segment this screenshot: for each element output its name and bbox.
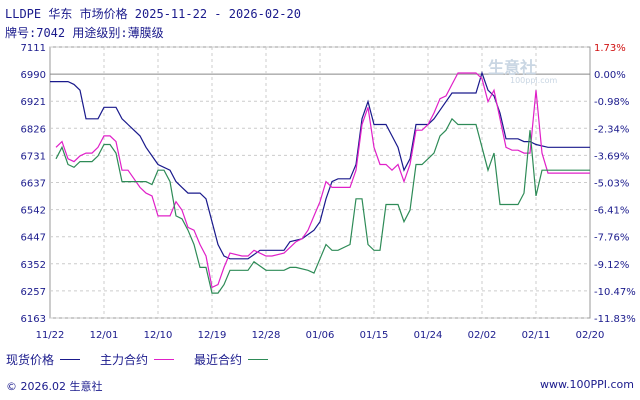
y2-tick-label: 0.00% — [594, 70, 626, 81]
legend-swatch-spot — [60, 359, 81, 360]
legend-label-spot: 现货价格 — [6, 353, 55, 367]
legend-label-recent: 最近合约 — [194, 353, 243, 367]
legend-item-main: 主力合约 — [100, 351, 175, 368]
x-tick-label: 12/19 — [198, 330, 227, 341]
legend-swatch-main — [154, 359, 175, 360]
y-tick-label: 7111 — [21, 43, 46, 54]
x-tick-label: 12/01 — [90, 330, 119, 341]
y2-tick-label: -9.12% — [594, 260, 629, 271]
x-tick-label: 02/20 — [576, 330, 605, 341]
chart-title: LLDPE 华东 市场价格 2025-11-22 - 2026-02-20 — [5, 7, 301, 21]
y-tick-label: 6447 — [21, 233, 46, 244]
y-tick-label: 6352 — [21, 260, 46, 271]
x-tick-label: 01/24 — [414, 330, 443, 341]
y2-tick-label: -10.47% — [594, 287, 636, 298]
series-line-spot — [50, 71, 590, 260]
y-tick-label: 6921 — [21, 97, 46, 108]
x-tick-label: 02/11 — [522, 330, 551, 341]
y2-tick-label: -7.76% — [594, 233, 629, 244]
y2-tick-label: -2.34% — [594, 124, 629, 135]
watermark-url: 100ppi.com — [510, 76, 558, 85]
y-tick-label: 6826 — [21, 124, 46, 135]
series-line-main — [55, 72, 590, 289]
y2-tick-label: -11.83% — [594, 314, 636, 325]
watermark-logo: 生意社 100ppi.com — [488, 54, 557, 85]
x-tick-label: 01/15 — [360, 330, 389, 341]
watermark-text: 生意社 — [488, 58, 537, 77]
legend-item-recent: 最近合约 — [194, 351, 269, 368]
y-tick-label: 6731 — [21, 151, 46, 162]
y2-tick-label: -6.41% — [594, 206, 629, 217]
x-tick-label: 11/22 — [36, 330, 65, 341]
series-line-recent — [55, 117, 590, 294]
y2-tick-label: -0.98% — [594, 97, 629, 108]
chart-subtitle: 牌号:7042 用途级别:薄膜级 — [5, 26, 164, 40]
footer-site-link[interactable]: www.100PPI.com — [540, 378, 634, 391]
footer-copyright: © 2026.02 生意社 — [6, 380, 103, 393]
legend-item-spot: 现货价格 — [6, 351, 81, 368]
legend-swatch-recent — [248, 359, 269, 360]
y-tick-label: 6637 — [21, 179, 46, 190]
legend-label-main: 主力合约 — [100, 353, 149, 367]
y-tick-label: 6257 — [21, 287, 46, 298]
y-tick-label: 6163 — [21, 314, 46, 325]
y2-tick-label: 1.73% — [594, 43, 626, 54]
y-tick-label: 6990 — [21, 70, 46, 81]
chart-legend: 现货价格 主力合约 最近合约 — [6, 351, 288, 368]
x-tick-label: 02/02 — [468, 330, 497, 341]
x-tick-label: 12/28 — [252, 330, 281, 341]
y2-tick-label: -5.03% — [594, 179, 629, 190]
y-tick-label: 6542 — [21, 206, 46, 217]
x-tick-label: 12/10 — [144, 330, 173, 341]
x-tick-label: 01/06 — [306, 330, 335, 341]
y2-tick-label: -3.69% — [594, 151, 629, 162]
